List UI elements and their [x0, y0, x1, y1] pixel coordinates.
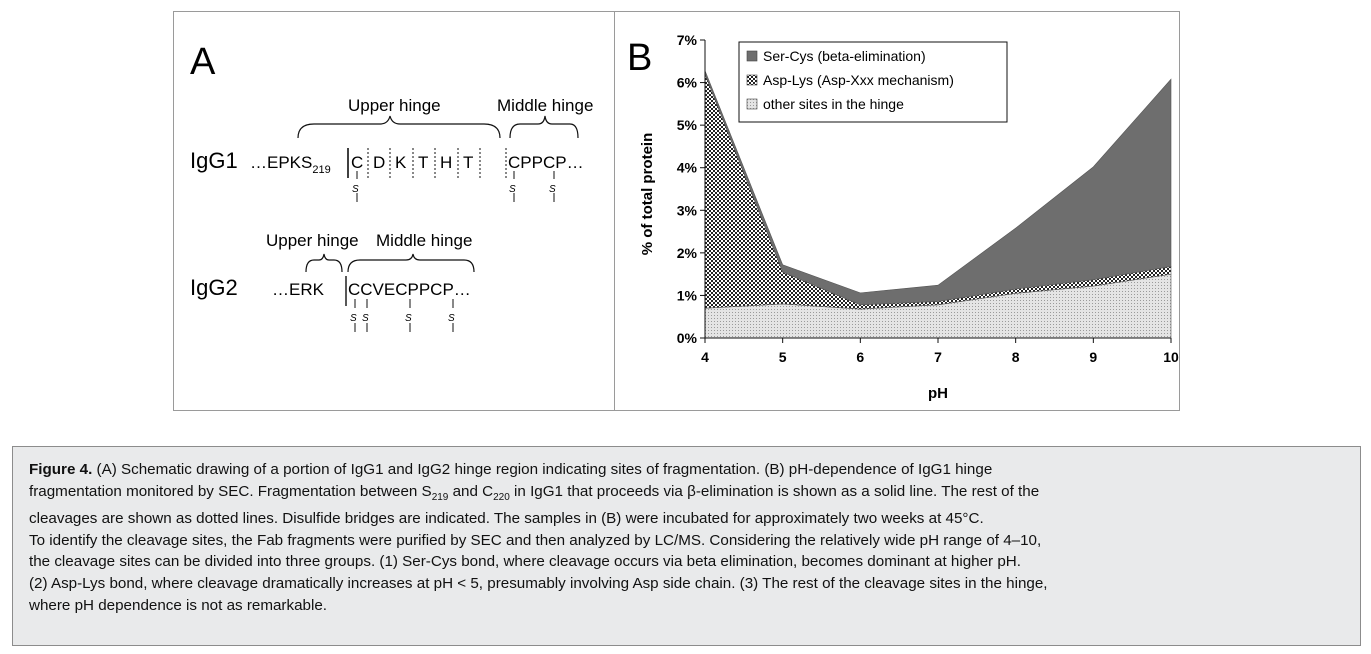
x-tick-label: 10 — [1163, 349, 1179, 365]
caption-line: cleavages are shown as dotted lines. Dis… — [29, 510, 984, 528]
panel-b-label: B — [627, 37, 652, 79]
igg1-upper-hinge-label: Upper hinge — [348, 96, 441, 115]
igg2-upper-hinge-brace — [305, 253, 343, 273]
y-tick-label: 3% — [677, 202, 698, 218]
igg2-middle-hinge-label: Middle hinge — [376, 231, 472, 250]
igg1-residue: K — [395, 153, 407, 172]
igg2-disulfide-s: S — [350, 313, 357, 324]
caption-line: To identify the cleavage sites, the Fab … — [29, 531, 1042, 549]
igg1-disulfide-s: S — [509, 184, 516, 195]
figure-frame: A Upper hinge Middle hinge IgG1 …EPKS219… — [173, 11, 1180, 411]
y-axis-label: % of total protein — [639, 133, 656, 256]
caption-line: where pH dependence is not as remarkable… — [29, 596, 328, 614]
x-tick-label: 6 — [856, 349, 864, 365]
y-tick-label: 1% — [677, 287, 698, 303]
igg1-disulfide-s: S — [352, 184, 359, 195]
igg1-residue: T — [463, 153, 473, 172]
series-area-ser-cys — [704, 70, 1172, 306]
igg1-prefix-subscript: 219 — [312, 164, 330, 176]
igg2-sequence: CCVECPPCP… — [348, 280, 471, 299]
igg1-middle-hinge-brace — [509, 115, 579, 139]
igg1-upper-hinge-brace — [297, 115, 501, 139]
igg2-disulfide-s: S — [405, 313, 412, 324]
panel-a-schematic: A Upper hinge Middle hinge IgG1 …EPKS219… — [190, 41, 593, 332]
igg2-upper-hinge-label: Upper hinge — [266, 231, 359, 250]
igg1-residues: C D K T H T — [351, 153, 473, 172]
igg2-prefix: …ERK — [272, 280, 325, 299]
y-tick-label: 5% — [677, 117, 698, 133]
caption-line: (2) Asp-Lys bond, where cleavage dramati… — [29, 575, 1048, 592]
subscript: 220 — [493, 491, 510, 503]
igg1-residue: T — [418, 153, 428, 172]
igg1-prefix: …EPKS219 — [250, 153, 331, 176]
y-tick-label: 6% — [677, 75, 698, 91]
x-tick-label: 8 — [1012, 349, 1020, 365]
panel-divider — [614, 12, 615, 410]
igg2-name: IgG2 — [190, 275, 238, 300]
caption-line: fragmentation monitored by SEC. Fragment… — [29, 482, 1040, 503]
igg2-disulfide-s: S — [448, 313, 455, 324]
y-tick-label: 4% — [677, 160, 698, 176]
caption-label: Figure 4. — [29, 461, 93, 478]
y-tick-label: 7% — [677, 32, 698, 48]
x-tick-label: 9 — [1089, 349, 1097, 365]
x-tick-label: 7 — [934, 349, 942, 365]
x-tick-label: 5 — [779, 349, 787, 365]
y-tick-label: 0% — [677, 330, 698, 346]
legend-entry: Ser-Cys (beta-elimination) — [763, 48, 926, 64]
igg1-name: IgG1 — [190, 148, 238, 173]
igg1-residue: H — [440, 153, 452, 172]
igg2-disulfide-s: S — [362, 313, 369, 324]
legend-box — [738, 41, 1008, 123]
legend-entry: other sites in the hinge — [763, 96, 904, 112]
igg2-middle-hinge-brace — [347, 253, 475, 273]
legend-swatch — [746, 74, 758, 86]
panel-b-chart: B 0% 1% 2% 3% 4% 5% 6% 7% 4 5 6 7 8 9 10 Ser-Cys (beta… — [627, 32, 1179, 402]
igg1-middle-hinge-label: Middle hinge — [497, 96, 593, 115]
igg1-tail-sequence: CPPCP… — [508, 153, 584, 172]
caption-line: the cleavage sites can be divided into t… — [29, 553, 1021, 571]
igg1-residue: D — [373, 153, 385, 172]
legend-swatch — [746, 98, 758, 110]
figure-caption: Figure 4. (A) Schematic drawing of a por… — [12, 446, 1361, 646]
igg1-disulfide-s: S — [549, 184, 556, 195]
legend-entry: Asp-Lys (Asp-Xxx mechanism) — [763, 72, 954, 88]
y-tick-label: 2% — [677, 245, 698, 261]
igg1-residue: C — [351, 153, 363, 172]
x-tick-label: 4 — [701, 349, 709, 365]
x-axis-label: pH — [928, 385, 948, 402]
caption-line: Figure 4. (A) Schematic drawing of a por… — [29, 461, 993, 478]
panel-a-label: A — [190, 41, 216, 83]
subscript: 219 — [431, 491, 449, 503]
legend-swatch — [746, 50, 758, 62]
